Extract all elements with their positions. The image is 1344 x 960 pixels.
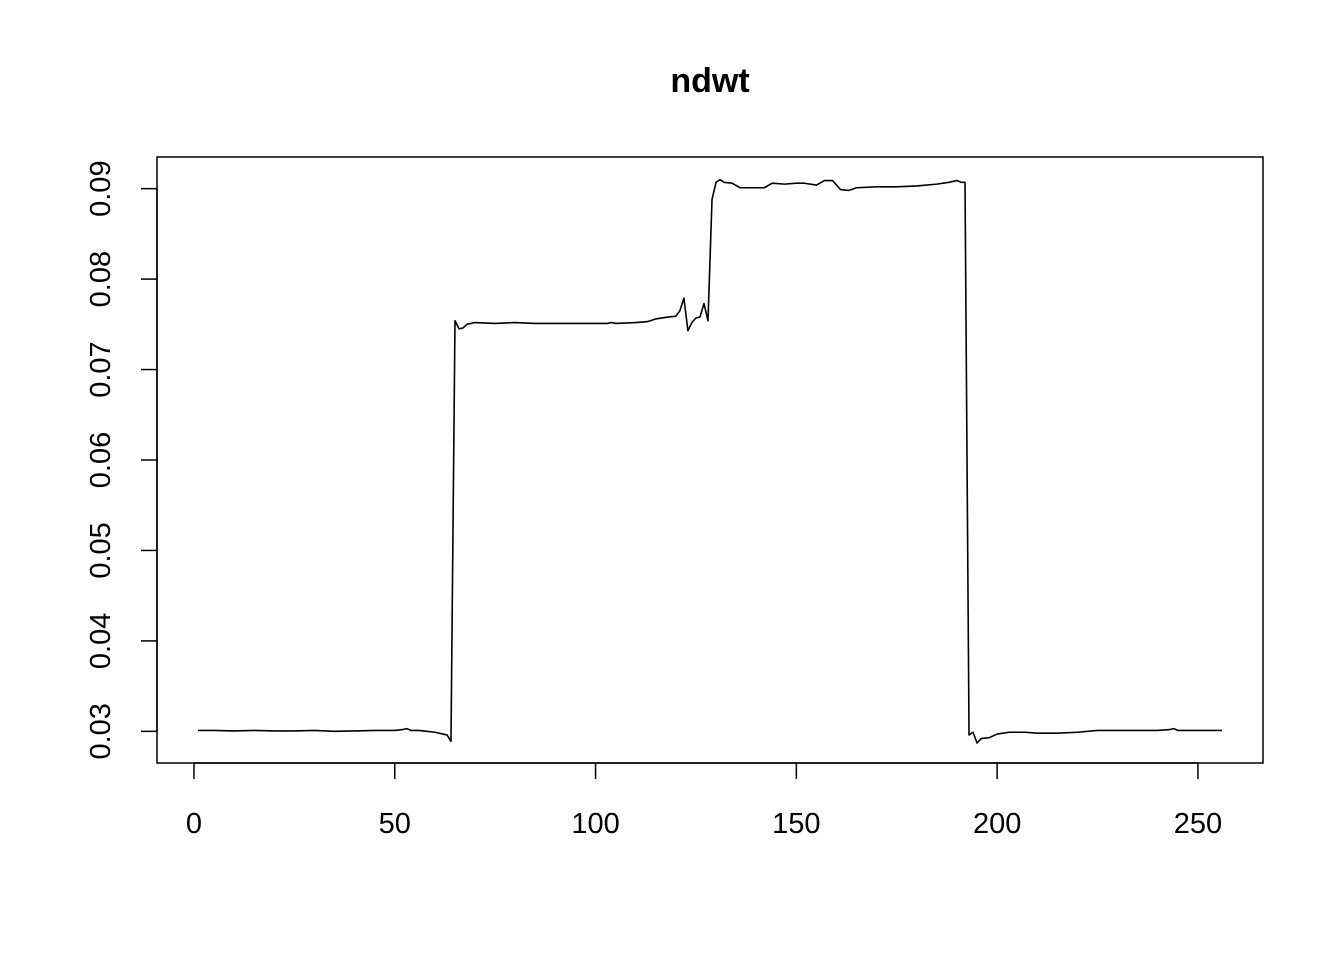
y-tick-label: 0.06 [85,432,117,488]
x-tick-label: 50 [379,808,411,840]
x-tick-label: 200 [973,808,1021,840]
y-tick-label: 0.08 [85,251,117,307]
y-tick-label: 0.03 [85,703,117,759]
x-tick-label: 0 [186,808,202,840]
x-axis: 0 50 100 150 200 250 [186,762,1222,840]
y-tick-label: 0.09 [85,160,117,216]
series-line [197,178,1223,744]
x-tick-label: 250 [1174,808,1222,840]
y-axis: 0.03 0.04 0.05 0.06 0.07 0.08 0.09 [85,160,158,760]
y-tick-label: 0.05 [85,522,117,578]
x-tick-label: 150 [772,808,820,840]
x-tick-label: 100 [571,808,619,840]
chart-title: ndwt [670,62,749,100]
y-tick-label: 0.04 [85,613,117,669]
y-tick-label: 0.07 [85,341,117,397]
